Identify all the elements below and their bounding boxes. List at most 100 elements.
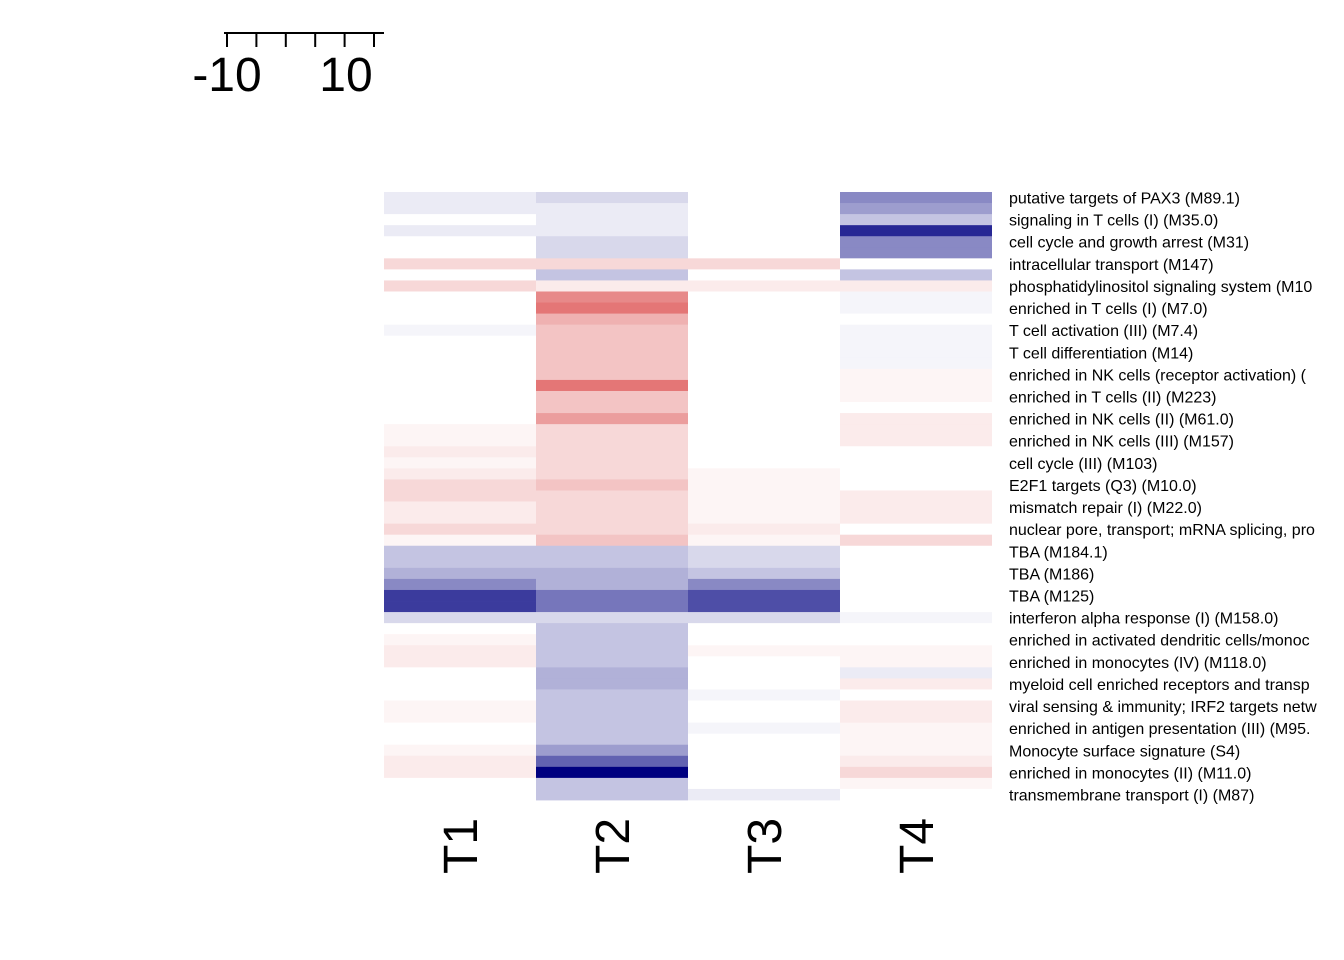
heatmap-cell <box>840 490 992 502</box>
heatmap-cell <box>536 302 688 314</box>
row-label: enriched in antigen presentation (III) (… <box>1009 721 1311 738</box>
heatmap-cell <box>384 601 536 613</box>
row-label: viral sensing & immunity; IRF2 targets n… <box>1009 699 1317 716</box>
heatmap-cell <box>840 346 992 359</box>
heatmap-cell <box>840 479 992 491</box>
heatmap-cell <box>536 479 688 491</box>
row-label: mismatch repair (I) (M22.0) <box>1009 500 1202 517</box>
heatmap-cell <box>688 214 840 226</box>
heatmap-cell <box>840 667 992 679</box>
heatmap-cell <box>840 457 992 469</box>
heatmap-cell <box>840 711 992 724</box>
row-label: enriched in T cells (II) (M223) <box>1009 390 1216 407</box>
row-label: enriched in NK cells (III) (M157) <box>1009 434 1234 451</box>
heatmap-cell <box>840 722 992 735</box>
heatmap-cell <box>536 689 688 701</box>
heatmap-cell <box>688 689 840 701</box>
heatmap-cell <box>536 700 688 712</box>
row-label: enriched in T cells (I) (M7.0) <box>1009 301 1208 318</box>
heatmap-cell <box>384 534 536 547</box>
heatmap-cell <box>688 634 840 646</box>
heatmap-cell <box>536 214 688 226</box>
heatmap-cell <box>384 291 536 303</box>
heatmap-cell <box>384 346 536 359</box>
heatmap-cell <box>688 379 840 392</box>
heatmap-cell <box>536 247 688 259</box>
heatmap-cell <box>536 612 688 624</box>
heatmap-cell <box>688 302 840 314</box>
heatmap-cell <box>384 402 536 414</box>
heatmap-cell <box>840 523 992 536</box>
heatmap-cell <box>840 777 992 790</box>
heatmap-cell <box>840 556 992 569</box>
heatmap-cell <box>688 722 840 735</box>
heatmap-cell <box>840 645 992 657</box>
heatmap-cell <box>840 534 992 547</box>
column-label: T4 <box>891 818 944 874</box>
heatmap-cell <box>840 368 992 381</box>
heatmap-cell <box>384 567 536 580</box>
heatmap-cell <box>688 457 840 469</box>
heatmap-cell <box>840 435 992 447</box>
heatmap-cell <box>536 457 688 469</box>
heatmap-cell <box>536 291 688 303</box>
heatmap-cell <box>840 689 992 701</box>
row-label: cell cycle (III) (M103) <box>1009 456 1157 473</box>
heatmap-cell <box>536 733 688 746</box>
heatmap-cell <box>840 247 992 259</box>
column-label: T3 <box>739 818 792 874</box>
heatmap-cell <box>688 291 840 303</box>
heatmap-cell <box>384 192 536 204</box>
heatmap-cell <box>384 357 536 370</box>
heatmap-cell <box>840 766 992 779</box>
heatmap-cell <box>384 446 536 458</box>
row-label: TBA (M186) <box>1009 566 1094 583</box>
heatmap-cell <box>536 534 688 547</box>
heatmap-cell <box>384 766 536 779</box>
row-label: Monocyte surface signature (S4) <box>1009 743 1240 760</box>
heatmap-cell <box>688 203 840 215</box>
heatmap-cell <box>384 612 536 624</box>
row-label: E2F1 targets (Q3) (M10.0) <box>1009 478 1197 495</box>
row-label: cell cycle and growth arrest (M31) <box>1009 235 1249 252</box>
heatmap-cell <box>688 335 840 348</box>
heatmap-cell <box>688 523 840 536</box>
row-label: TBA (M184.1) <box>1009 544 1108 561</box>
row-label: enriched in NK cells (II) (M61.0) <box>1009 412 1234 429</box>
column-labels: T1 T2 T3 T4 <box>435 818 944 874</box>
heatmap-cell <box>384 214 536 226</box>
heatmap-cell <box>688 656 840 668</box>
row-label: transmembrane transport (I) (M87) <box>1009 787 1254 804</box>
heatmap-cell <box>384 501 536 513</box>
heatmap-cell <box>688 324 840 337</box>
heatmap-cell <box>688 512 840 525</box>
heatmap-cell <box>536 777 688 790</box>
heatmap-cell <box>688 700 840 712</box>
heatmap-cell <box>688 479 840 491</box>
heatmap-cell <box>384 368 536 381</box>
heatmap-cell <box>384 678 536 690</box>
heatmap-cell <box>536 656 688 668</box>
heatmap-cell <box>840 192 992 204</box>
column-label: T2 <box>587 818 640 874</box>
heatmap-cell <box>536 269 688 281</box>
heatmap-cell <box>384 435 536 447</box>
heatmap-cell <box>536 424 688 436</box>
heatmap-cell <box>688 556 840 569</box>
heatmap-cell <box>384 258 536 270</box>
heatmap-cell <box>840 324 992 337</box>
heatmap-cell <box>840 545 992 558</box>
heatmap-cell <box>840 634 992 646</box>
heatmap-cell <box>688 424 840 436</box>
heatmap-cell <box>536 280 688 292</box>
heatmap-cell <box>840 446 992 458</box>
heatmap-cell <box>688 601 840 613</box>
heatmap-cell <box>840 512 992 525</box>
heatmap-cell <box>840 700 992 712</box>
heatmap-cell <box>536 578 688 591</box>
heatmap-cell <box>536 435 688 447</box>
heatmap-cell <box>536 634 688 646</box>
heatmap-cell <box>384 236 536 248</box>
heatmap-cell <box>384 390 536 403</box>
heatmap-cell <box>536 645 688 657</box>
